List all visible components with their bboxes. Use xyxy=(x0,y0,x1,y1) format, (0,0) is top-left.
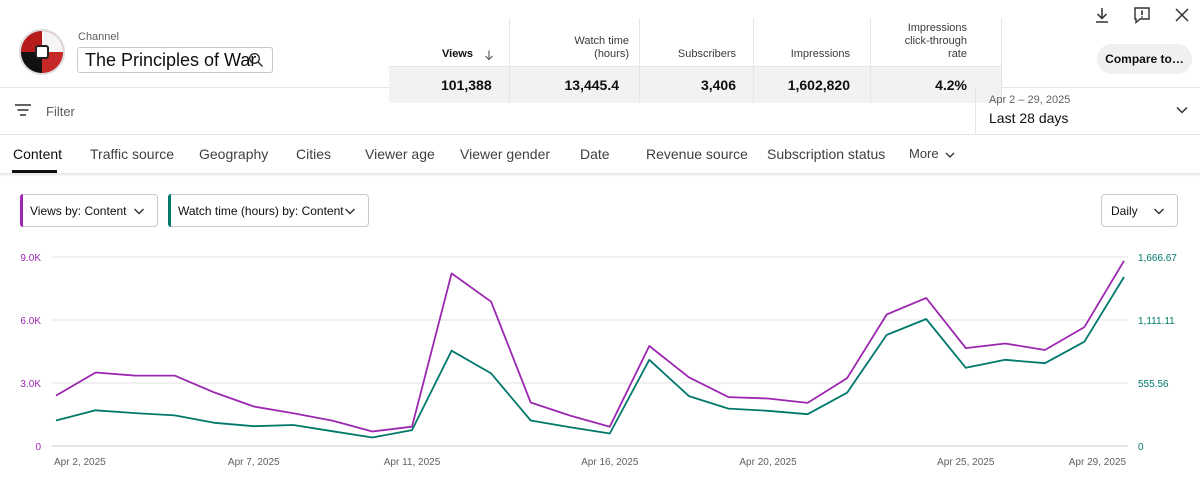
tab-content[interactable]: Content xyxy=(13,146,63,162)
compare-button[interactable]: Compare to… xyxy=(1097,44,1192,74)
x-tick-label: Apr 2, 2025 xyxy=(54,457,106,468)
metric-views[interactable]: Views 101,388 xyxy=(389,18,510,103)
x-tick-label: Apr 7, 2025 xyxy=(228,457,280,468)
date-range-label: Last 28 days xyxy=(989,110,1069,126)
metric-label: Subscribers xyxy=(677,48,736,60)
x-tick-label: Apr 11, 2025 xyxy=(384,457,441,468)
x-tick-label: Apr 20, 2025 xyxy=(739,457,797,468)
metric-value: 13,445.4 xyxy=(510,66,639,103)
metric-subscribers[interactable]: Subscribers 3,406 xyxy=(640,18,754,103)
dimension-tabs: Content Traffic source Geography Cities … xyxy=(0,135,1200,173)
x-tick-label: Apr 16, 2025 xyxy=(581,457,639,468)
x-tick-label: Apr 29, 2025 xyxy=(1069,457,1127,468)
metric-watch-time[interactable]: Watch time (hours) 13,445.4 xyxy=(510,18,640,103)
watch-time-series-line xyxy=(55,276,1125,439)
watch-time-metric-dropdown[interactable]: Watch time (hours) by: Content xyxy=(168,194,369,227)
y-left-tick-label: 3.0K xyxy=(20,379,41,390)
metric-label: Views xyxy=(442,48,473,60)
chevron-down-icon xyxy=(945,152,955,158)
feedback-icon[interactable] xyxy=(1132,5,1152,25)
download-icon[interactable] xyxy=(1092,5,1112,25)
views-color-accent xyxy=(20,194,23,227)
search-icon[interactable] xyxy=(248,52,264,68)
channel-selector[interactable]: The Principles of War xyxy=(77,47,273,73)
period-dropdown[interactable]: Daily xyxy=(1101,194,1178,227)
chevron-down-icon xyxy=(134,208,144,215)
channel-avatar xyxy=(19,29,65,75)
active-tab-indicator xyxy=(12,170,57,173)
channel-name: The Principles of War xyxy=(85,49,257,70)
tab-date[interactable]: Date xyxy=(580,146,610,162)
tab-traffic-source[interactable]: Traffic source xyxy=(90,146,175,162)
y-left-tick-label: 9.0K xyxy=(20,253,41,264)
views-metric-dropdown[interactable]: Views by: Content xyxy=(20,194,158,227)
tab-more-label: More xyxy=(909,146,939,161)
metric-value: 1,602,820 xyxy=(754,66,870,103)
tab-viewer-gender[interactable]: Viewer gender xyxy=(460,146,551,162)
metric-value: 4.2% xyxy=(871,66,1001,103)
period-dropdown-label: Daily xyxy=(1111,203,1138,218)
tab-cities[interactable]: Cities xyxy=(296,146,332,162)
watch-dropdown-label: Watch time (hours) by: Content xyxy=(178,203,344,218)
divider xyxy=(0,87,389,88)
y-right-tick-label: 1,666.67 xyxy=(1138,253,1177,264)
tab-revenue-source[interactable]: Revenue source xyxy=(646,146,748,162)
metrics-table: Views 101,388 Watch time (hours) 13,445.… xyxy=(389,18,1002,103)
line-chart: 0 3.0K 6.0K 9.0K 0 555.56 1,111.11 1,666.67 Apr … xyxy=(20,253,1177,468)
y-left-tick-label: 0 xyxy=(35,442,41,453)
watch-color-accent xyxy=(168,194,171,227)
filter-input[interactable]: Filter xyxy=(46,104,75,119)
tab-subscription-status[interactable]: Subscription status xyxy=(767,146,886,162)
y-left-tick-label: 6.0K xyxy=(20,316,41,327)
close-icon[interactable] xyxy=(1172,5,1192,25)
views-series-line xyxy=(55,260,1125,433)
sort-down-icon[interactable] xyxy=(483,49,495,61)
chevron-down-icon xyxy=(1176,106,1188,114)
metric-impressions[interactable]: Impressions 1,602,820 xyxy=(754,18,871,103)
chevron-down-icon xyxy=(345,208,355,215)
views-dropdown-label: Views by: Content xyxy=(30,203,127,218)
metric-label: Impressions click-through rate xyxy=(904,22,967,60)
divider xyxy=(1002,87,1200,88)
filter-icon[interactable] xyxy=(14,102,32,118)
tab-geography[interactable]: Geography xyxy=(199,146,269,162)
metric-value: 3,406 xyxy=(640,66,753,103)
tabs-shadow xyxy=(0,173,1200,177)
tab-more[interactable]: More xyxy=(909,146,955,161)
metric-value: 101,388 xyxy=(389,66,509,103)
date-range-text: Apr 2 – 29, 2025 xyxy=(989,94,1071,106)
chevron-down-icon xyxy=(1154,208,1164,215)
date-range-selector[interactable]: Apr 2 – 29, 2025 Last 28 days xyxy=(975,88,1200,134)
x-tick-label: Apr 25, 2025 xyxy=(937,457,995,468)
metric-label: Impressions xyxy=(790,48,850,60)
y-right-tick-label: 555.56 xyxy=(1138,379,1169,390)
tab-viewer-age[interactable]: Viewer age xyxy=(365,146,435,162)
metric-label: Watch time (hours) xyxy=(574,35,629,60)
channel-label: Channel xyxy=(78,31,119,43)
metric-ctr[interactable]: Impressions click-through rate 4.2% xyxy=(871,18,1002,103)
y-right-tick-label: 0 xyxy=(1138,442,1144,453)
y-right-tick-label: 1,111.11 xyxy=(1138,316,1175,327)
divider xyxy=(0,134,1200,135)
